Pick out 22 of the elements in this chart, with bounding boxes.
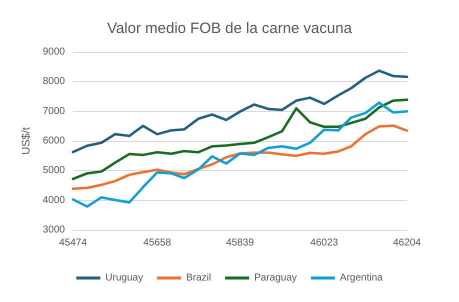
y-tick-label: 8000 <box>42 76 66 88</box>
legend-label: Paraguay <box>254 272 297 284</box>
x-tick-label: 45474 <box>59 238 88 248</box>
chart-title: Valor medio FOB de la carne vacuna <box>107 20 353 37</box>
y-tick-label: 9000 <box>42 46 66 58</box>
line-series <box>72 101 408 208</box>
y-tick-label: 3000 <box>42 224 66 236</box>
y-tick-label: 7000 <box>42 106 66 117</box>
line-series <box>72 124 408 190</box>
y-tick-label: 5000 <box>42 165 66 176</box>
legend-label: Brazil <box>186 272 212 284</box>
legend-label: Argentina <box>340 272 384 284</box>
x-tick-label: 46023 <box>310 238 339 248</box>
y-tick-label: 4000 <box>42 194 66 206</box>
x-tick-label: 45658 <box>143 238 172 248</box>
legend-label: Uruguay <box>105 272 144 284</box>
line-series <box>72 69 408 154</box>
line-series <box>72 98 408 180</box>
y-axis-title: US$/t <box>20 127 32 155</box>
x-tick-label: 45839 <box>226 238 254 248</box>
y-tick-label: 6000 <box>42 136 66 146</box>
x-tick-label: 46204 <box>393 238 422 248</box>
